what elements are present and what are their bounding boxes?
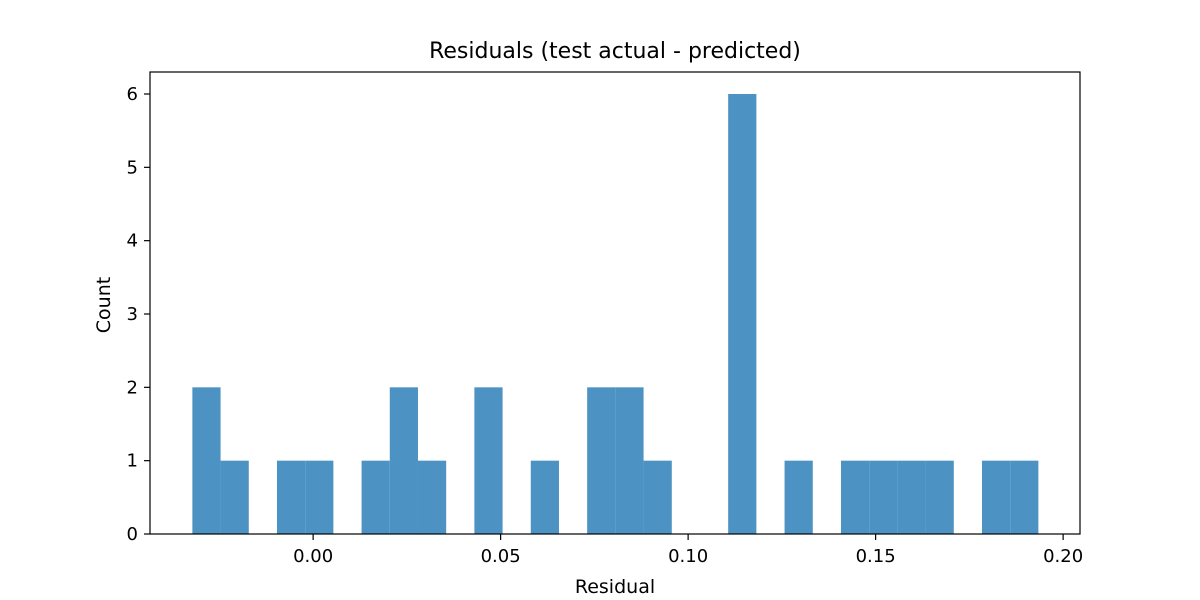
chart-title: Residuals (test actual - predicted) <box>429 39 801 64</box>
y-tick-label: 4 <box>127 231 138 252</box>
histogram-bar <box>417 460 447 534</box>
histogram-bar <box>305 460 334 534</box>
histogram-bar <box>728 94 757 534</box>
histogram-bar <box>220 460 249 534</box>
y-tick-label: 1 <box>127 451 138 472</box>
histogram-bar <box>192 387 221 534</box>
histogram-bar <box>643 460 672 534</box>
histogram-bar <box>840 460 870 534</box>
histogram-bar <box>869 460 898 534</box>
plot-frame <box>149 71 1081 535</box>
histogram-bar <box>361 460 390 534</box>
x-axis-ticks: 0.00 0.05 0.10 0.15 0.20 <box>293 534 1083 567</box>
y-tick-label: 2 <box>127 377 138 398</box>
histogram-bar <box>925 460 954 534</box>
y-tick-label: 6 <box>127 84 138 105</box>
histogram-bar <box>615 387 644 534</box>
histogram-bar <box>474 387 503 534</box>
x-tick-label: 0.00 <box>293 546 333 567</box>
x-axis-label: Residual <box>575 576 655 598</box>
histogram-bar <box>981 460 1011 534</box>
y-tick-label: 5 <box>127 157 138 178</box>
x-tick-label: 0.15 <box>856 546 896 567</box>
y-tick-label: 0 <box>127 524 138 545</box>
histogram-bar <box>276 460 306 534</box>
y-tick-label: 3 <box>127 304 138 325</box>
histogram-bar <box>530 460 559 534</box>
histogram-bar <box>389 387 418 534</box>
histogram-bars <box>192 94 1039 534</box>
histogram-bar <box>587 387 616 534</box>
x-tick-label: 0.10 <box>668 546 708 567</box>
histogram-bar <box>1010 460 1039 534</box>
x-tick-label: 0.20 <box>1043 546 1083 567</box>
histogram-bar <box>784 460 813 534</box>
x-tick-label: 0.05 <box>481 546 521 567</box>
y-axis-ticks: 0 1 2 3 4 5 6 <box>127 84 150 545</box>
y-axis-label: Count <box>93 277 115 333</box>
histogram-bar <box>897 460 926 534</box>
